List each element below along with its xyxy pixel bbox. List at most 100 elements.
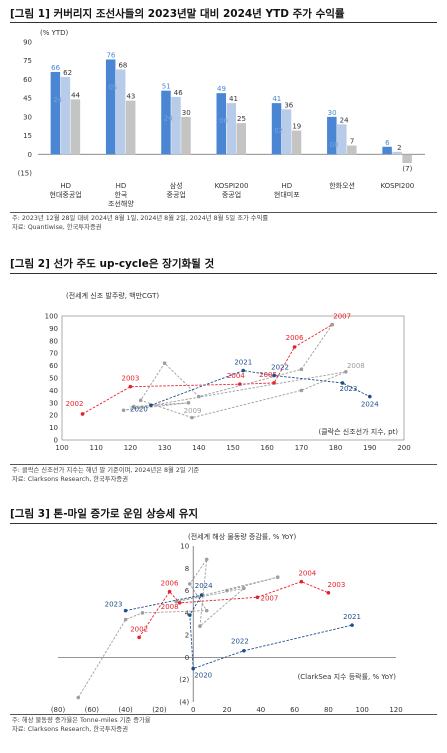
point-label: 2006: [286, 334, 304, 342]
data-point: [241, 368, 246, 373]
data-point: [123, 617, 128, 622]
bar: [105, 59, 116, 155]
overlay-label: 05: [108, 83, 117, 91]
x-tick-label: 120: [389, 706, 402, 713]
series-line: [82, 324, 333, 415]
category-label: 현대중공업: [50, 191, 82, 199]
y-tick-label: 20: [49, 412, 58, 420]
point-label: 2006: [161, 580, 179, 588]
data-point: [186, 401, 191, 405]
y-tick-label: 75: [23, 57, 32, 65]
y-axis-label: (전세계 해상 물동량 증감률, % YoY): [188, 532, 296, 541]
figure-1-source: 자료: Quantiwise, 한국투자증권: [12, 224, 102, 231]
overlay-label: 24: [164, 115, 173, 123]
bar: [60, 76, 71, 155]
bar: [271, 103, 282, 155]
data-point: [121, 408, 126, 413]
y-tick-label: 80: [49, 337, 58, 345]
data-point: [225, 588, 229, 593]
data-point: [128, 384, 133, 389]
point-label: 2020: [130, 405, 148, 413]
data-point: [340, 381, 345, 385]
point-label: 2003: [327, 581, 345, 589]
data-point: [167, 589, 172, 594]
data-point: [162, 361, 167, 365]
data-label: 7: [350, 138, 354, 146]
figure-2-title: [그림 2] 선가 주도 up-cycle은 장기화될 것: [10, 258, 215, 270]
data-label: 41: [272, 95, 281, 103]
point-label: 2023: [340, 385, 358, 393]
data-label: 24: [340, 116, 349, 124]
y-tick-label: 0: [54, 437, 58, 445]
y-tick-label: 30: [23, 113, 32, 121]
point-label: 2002: [130, 625, 148, 633]
point-label: 2002: [66, 400, 84, 408]
x-tick-label: 160: [261, 444, 274, 452]
data-point: [272, 381, 276, 385]
x-tick-label: (20): [152, 706, 167, 713]
x-tick-label: 100: [356, 706, 369, 713]
y-tick-label: (4): [179, 699, 189, 707]
point-label: 2005: [259, 371, 277, 379]
y-tick-label: 6: [185, 587, 190, 595]
data-point: [204, 608, 209, 613]
data-point: [368, 394, 372, 399]
y-tick-label: 40: [49, 387, 58, 395]
data-label: 19: [292, 123, 301, 131]
point-label: 2008: [347, 362, 365, 370]
data-point: [272, 373, 276, 378]
x-tick-label: 110: [90, 444, 103, 452]
chart-1-bar: (% YTD)(15)015304560759066624424HD현대중공업7…: [18, 29, 425, 208]
data-point: [275, 575, 280, 579]
category-label: HD: [116, 182, 127, 190]
data-point: [174, 599, 179, 604]
data-point: [204, 557, 209, 562]
point-label: 2003: [121, 375, 139, 383]
figure-1-bottom-rule: [10, 212, 437, 213]
x-tick-label: 130: [158, 444, 171, 452]
data-label: (7): [402, 165, 412, 173]
y-tick-label: 10: [180, 543, 189, 551]
y-tick-label: 8: [185, 565, 189, 573]
figure-3-source: 자료: Clarksons Research, 한국투자증권: [12, 726, 129, 733]
data-label: 30: [328, 109, 337, 117]
x-tick-label: 190: [363, 444, 376, 452]
data-point: [198, 624, 202, 629]
data-point: [80, 412, 85, 416]
bar: [382, 146, 392, 155]
x-tick-label: 80: [324, 706, 333, 713]
point-label: 2021: [343, 613, 361, 621]
y-tick-label: 100: [45, 313, 58, 321]
y-tick-label: (15): [18, 170, 33, 178]
y-axis-label: (% YTD): [40, 29, 69, 37]
data-point: [132, 404, 136, 409]
point-label: 2021: [234, 359, 252, 367]
data-point: [138, 398, 143, 403]
point-label: 2023: [105, 601, 123, 609]
y-tick-label: 30: [49, 399, 58, 407]
data-label: 25: [237, 115, 246, 123]
data-point: [330, 322, 334, 327]
x-tick-label: (60): [85, 706, 100, 713]
category-label: KOSPI200: [215, 182, 249, 190]
data-point: [255, 595, 260, 600]
y-tick-label: 4: [185, 609, 190, 617]
bar: [291, 130, 302, 155]
x-tick-label: 40: [256, 706, 265, 713]
bar: [125, 100, 136, 155]
bar: [50, 71, 61, 155]
y-tick-label: 50: [49, 375, 58, 383]
y-tick-label: 2: [185, 632, 189, 640]
x-tick-label: 200: [397, 444, 410, 452]
figure-1-note: 주: 2023년 12월 28일 대비 2024년 8월 1일, 2024년 8…: [12, 215, 269, 222]
category-label: HD: [281, 182, 292, 190]
data-point: [197, 394, 201, 399]
y-axis-label: (전세계 신조 발주량, 백만CGT): [66, 291, 159, 300]
category-label: 중공업: [222, 191, 241, 199]
bar: [161, 90, 171, 155]
x-tick-label: 150: [226, 444, 239, 452]
bar: [216, 93, 226, 155]
x-tick-label: (40): [118, 706, 133, 713]
data-point: [188, 613, 192, 617]
data-label: 66: [51, 64, 60, 72]
